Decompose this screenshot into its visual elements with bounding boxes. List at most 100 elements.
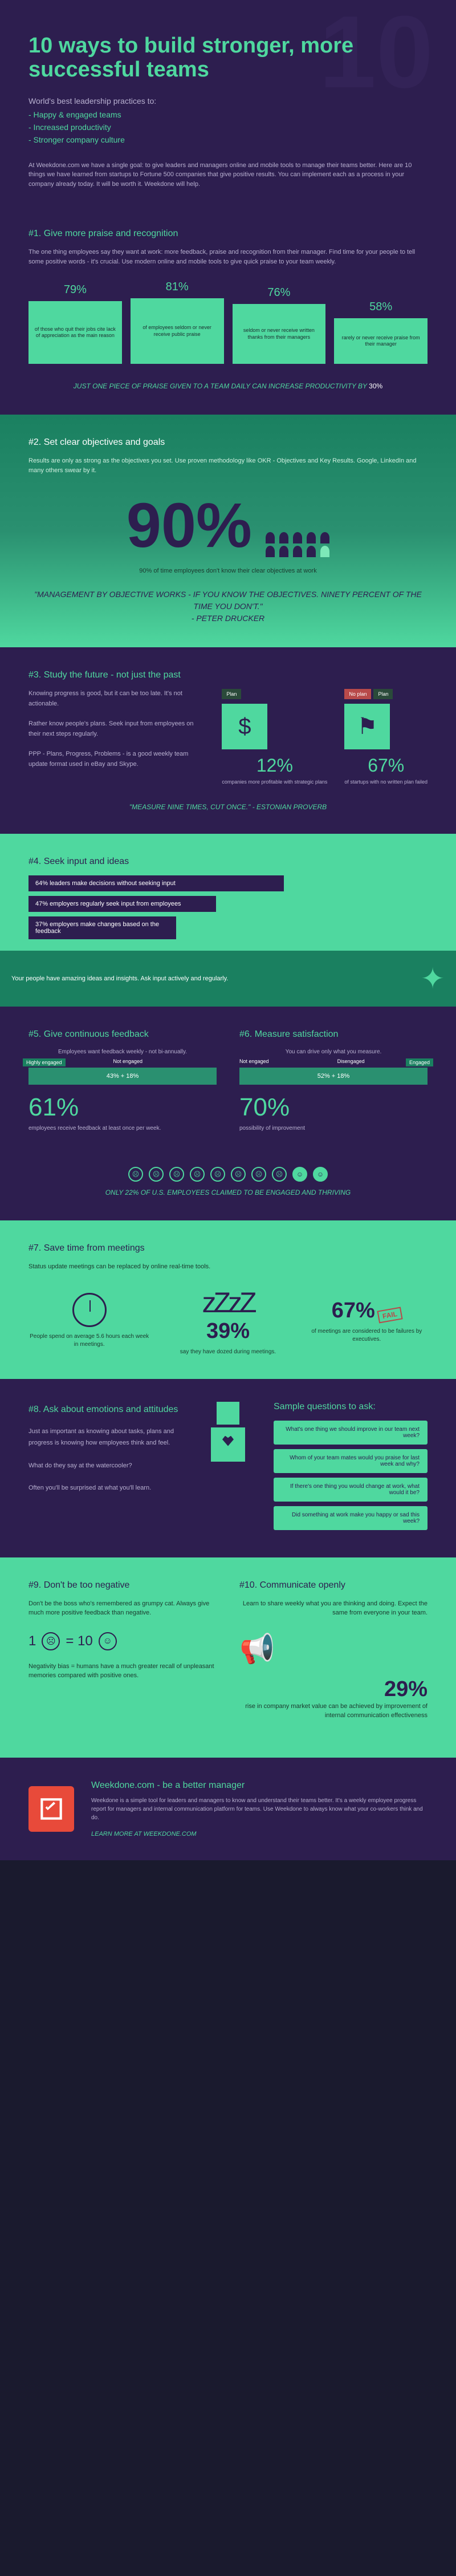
sad-face-icon: ☹	[149, 1167, 164, 1182]
clock-icon	[72, 1293, 107, 1327]
section-9: #9. Don't be too negative Don't be the b…	[28, 1580, 217, 1735]
sec2-title: #2. Set clear objectives and goals	[28, 437, 427, 448]
sec3-left: Knowing progress is good, but it can be …	[28, 689, 205, 786]
sec7-col-2: 67%FAIL of meetings are considered to be…	[306, 1299, 427, 1344]
bar-2: 76% seldom or never receive written than…	[233, 286, 326, 364]
face-row: ☹ ☹ ☹ ☹ ☹ ☹ ☹ ☹ ☺ ☺	[28, 1167, 427, 1182]
sad-face-icon: ☹	[210, 1167, 225, 1182]
sec8-title-right: Sample questions to ask:	[274, 1402, 427, 1412]
sec5-lbl-not: Not engaged	[113, 1058, 143, 1064]
faces-section: ☹ ☹ ☹ ☹ ☹ ☹ ☹ ☹ ☺ ☺ ONLY 22% OF U.S. EMP…	[0, 1155, 456, 1220]
sec1-quote-text: JUST ONE PIECE OF PRAISE GIVEN TO A TEAM…	[74, 382, 369, 390]
sec6-lbl-dis: Disengaged	[337, 1058, 365, 1064]
sec7-col-1: zZzZ 39% say they have dozed during meet…	[167, 1286, 288, 1356]
bar-0: 79% of those who quit their jobs cite la…	[28, 283, 122, 364]
sec7-sub-1: say they have dozed during meetings.	[167, 1348, 288, 1356]
happy-face-icon: ☺	[99, 1632, 117, 1650]
sec5-bar: Highly engaged Not engaged 43% + 18%	[28, 1068, 217, 1085]
sec2-quote: "MANAGEMENT BY OBJECTIVE WORKS - IF YOU …	[28, 589, 427, 624]
section-3: #3. Study the future - not just the past…	[0, 647, 456, 834]
question-0: What's one thing we should improve in ou…	[274, 1421, 427, 1445]
plan0-pct: 12%	[222, 755, 327, 776]
section-1: #1. Give more praise and recognition The…	[0, 212, 456, 415]
sad-face-icon: ☹	[128, 1167, 143, 1182]
sad-face-icon: ☹	[169, 1167, 184, 1182]
idea-icon: ✦	[421, 962, 445, 995]
sec5-pct-sub: employees receive feedback at least once…	[28, 1125, 217, 1133]
sec5-title: #5. Give continuous feedback	[28, 1029, 217, 1040]
stat-2: 37% employers make changes based on the …	[28, 916, 176, 939]
sec4-title: #4. Seek input and ideas	[28, 857, 427, 867]
stat-0: 64% leaders make decisions without seeki…	[28, 875, 284, 891]
section-8: #8. Ask about emotions and attitudes Jus…	[0, 1379, 456, 1557]
sec7-sub-0: People spend on average 5.6 hours each w…	[28, 1333, 150, 1349]
sec2-quote-text: "MANAGEMENT BY OBJECTIVE WORKS - IF YOU …	[28, 589, 427, 612]
plan0-hdr: Plan	[222, 689, 241, 699]
sec4-stats: 64% leaders make decisions without seeki…	[28, 875, 427, 939]
sad-face-icon: ☹	[231, 1167, 246, 1182]
sec8-p2: What do they say at the watercooler?	[28, 1461, 182, 1472]
plan1-hdr-yes: Plan	[373, 689, 393, 699]
sec10-foot: rise in company market value can be achi…	[239, 1702, 427, 1721]
plan1-pct: 67%	[344, 755, 427, 776]
sec7-sub-2: of meetings are considered to be failure…	[306, 1328, 427, 1344]
negativity-equation: 1 ☹ = 10 ☺	[28, 1632, 217, 1650]
sec9-title: #9. Don't be too negative	[28, 1580, 217, 1591]
sec3-p1: Knowing progress is good, but it can be …	[28, 689, 205, 709]
sec5-pct: 61%	[28, 1093, 217, 1122]
sec4-foot-text: Your people have amazing ideas and insig…	[11, 974, 404, 984]
sec1-quote: JUST ONE PIECE OF PRAISE GIVEN TO A TEAM…	[28, 381, 427, 392]
bar-3: 58% rarely or never receive praise from …	[334, 301, 427, 364]
sec4-footer: Your people have amazing ideas and insig…	[0, 951, 456, 1007]
subtitle-list: - Happy & engaged teams - Increased prod…	[28, 108, 427, 147]
section-6: #6. Measure satisfaction You can drive o…	[239, 1029, 427, 1133]
plan1-hdr-no: No plan	[344, 689, 371, 699]
sec6-pct: 70%	[239, 1093, 427, 1122]
sec1-bars: 79% of those who quit their jobs cite la…	[28, 281, 427, 364]
zzz-icon: zZzZ	[167, 1286, 288, 1319]
eq-10: = 10	[66, 1633, 92, 1649]
sec1-quote-pct: 30%	[369, 382, 382, 390]
bar-1-label: of employees seldom or never receive pub…	[131, 298, 224, 364]
flag-icon: ⚑	[344, 704, 390, 749]
sec6-pct-sub: possibility of improvement	[239, 1125, 427, 1133]
plan-box-0: Plan $ 12% companies more profitable wit…	[222, 689, 327, 786]
sec3-quote: "MEASURE NINE TIMES, CUT ONCE." - ESTONI…	[28, 803, 427, 811]
sec8-right: Sample questions to ask: What's one thin…	[274, 1402, 427, 1535]
footer: Weekdone.com - be a better manager Weekd…	[0, 1758, 456, 1860]
sec3-p3: PPP - Plans, Progress, Problems - is a g…	[28, 749, 205, 769]
sec8-pixelart	[199, 1402, 256, 1535]
fail-stamp: FAIL	[377, 1307, 402, 1323]
sad-face-icon: ☹	[42, 1632, 60, 1650]
sec9-foot: Negativity bias = humans have a much gre…	[28, 1662, 217, 1681]
sec1-title: #1. Give more praise and recognition	[28, 229, 427, 239]
sec3-right: Plan $ 12% companies more profitable wit…	[222, 689, 427, 786]
weekdone-logo	[28, 1786, 74, 1832]
megaphone-icon: 📢	[239, 1632, 427, 1666]
sec8-p3: Often you'll be surprised at what you'll…	[28, 1483, 182, 1494]
sec9-text: Don't be the boss who's remembered as gr…	[28, 1599, 217, 1618]
section-10: #10. Communicate openly Learn to share w…	[239, 1580, 427, 1735]
bar-3-pct: 58%	[334, 301, 427, 314]
eq-1: 1	[28, 1633, 36, 1649]
sad-face-icon: ☹	[251, 1167, 266, 1182]
question-1: Whom of your team mates would you praise…	[274, 1449, 427, 1473]
sec3-p2: Rather know people's plans. Seek input f…	[28, 719, 205, 739]
sec3-title: #3. Study the future - not just the past	[28, 670, 427, 680]
bar-1-pct: 81%	[131, 281, 224, 294]
section-2: #2. Set clear objectives and goals Resul…	[0, 415, 456, 647]
footer-link[interactable]: LEARN MORE AT WEEKDONE.COM	[91, 1831, 427, 1837]
sec7-pct-2-val: 67%	[332, 1299, 375, 1323]
footer-title: Weekdone.com - be a better manager	[91, 1780, 427, 1791]
sec6-title: #6. Measure satisfaction	[239, 1029, 427, 1040]
footer-body: Weekdone is a simple tool for leaders an…	[91, 1796, 427, 1822]
checkmark-icon	[37, 1795, 66, 1823]
intro-text: At Weekdone.com we have a single goal: t…	[28, 161, 427, 189]
sad-face-icon: ☹	[272, 1167, 287, 1182]
sec6-bar: Not engaged Disengaged Engaged 52% + 18%	[239, 1068, 427, 1085]
sec5-sub: Employees want feedback weekly - not bi-…	[28, 1048, 217, 1056]
sec7-col-0: People spend on average 5.6 hours each w…	[28, 1293, 150, 1349]
bar-2-pct: 76%	[233, 286, 326, 299]
question-3: Did something at work make you happy or …	[274, 1506, 427, 1530]
sec8-title: #8. Ask about emotions and attitudes	[28, 1402, 182, 1418]
